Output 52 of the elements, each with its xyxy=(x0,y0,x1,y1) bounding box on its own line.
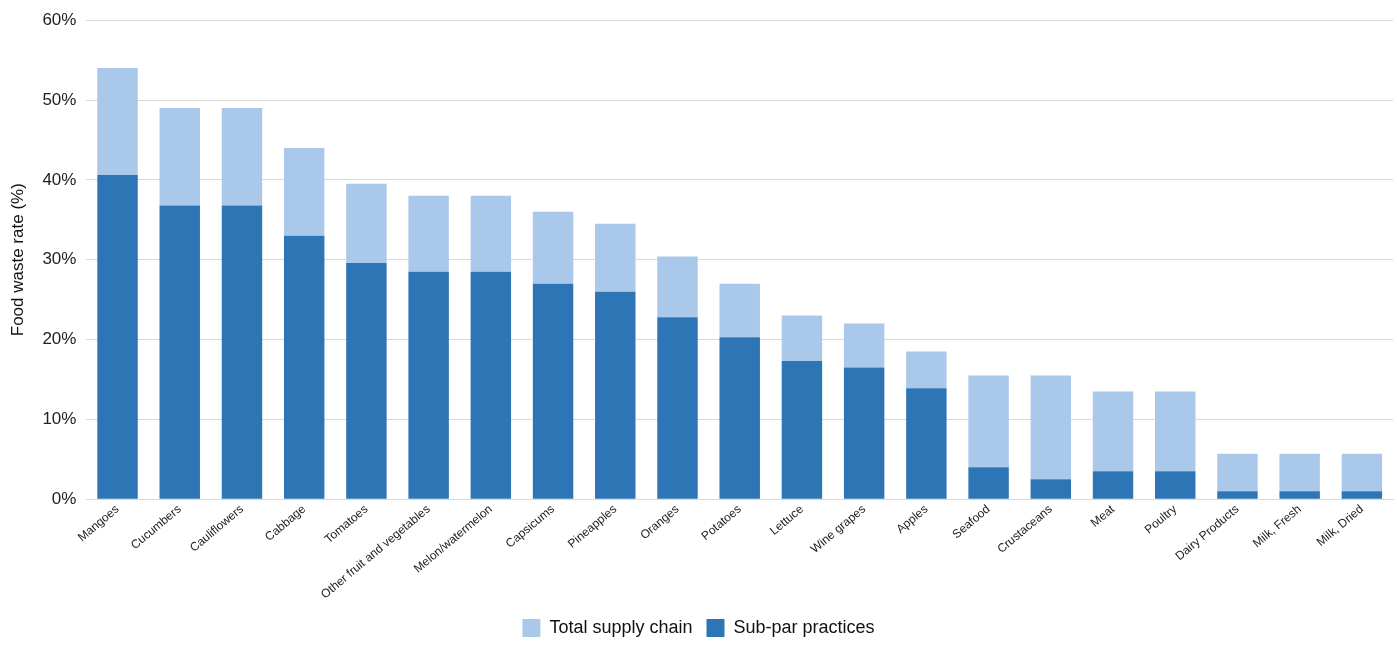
bar xyxy=(843,367,885,499)
bar xyxy=(1217,491,1258,499)
bar xyxy=(1030,479,1072,499)
bar xyxy=(906,388,947,499)
y-tick-label: 0% xyxy=(51,488,77,508)
bar xyxy=(1279,491,1320,499)
y-tick-label: 10% xyxy=(42,409,77,429)
bar xyxy=(1217,453,1258,492)
bar xyxy=(595,223,636,292)
bar xyxy=(470,271,512,499)
y-tick-label: 40% xyxy=(42,169,77,189)
bar xyxy=(159,108,200,206)
bar xyxy=(1341,491,1383,499)
bar xyxy=(283,235,325,499)
bar xyxy=(657,256,698,318)
bar xyxy=(1155,391,1196,472)
bar xyxy=(159,205,200,499)
y-axis-title: Food waste rate (%) xyxy=(7,183,27,337)
bar xyxy=(470,195,512,272)
bar xyxy=(781,361,823,499)
bar xyxy=(97,68,138,176)
bar xyxy=(1092,391,1134,472)
bar xyxy=(843,323,885,368)
bar xyxy=(408,195,449,272)
bar xyxy=(1279,453,1320,492)
bar xyxy=(408,271,449,499)
bar xyxy=(346,262,387,499)
bar xyxy=(719,283,760,338)
bar xyxy=(532,283,574,499)
bar xyxy=(1030,375,1072,480)
bar xyxy=(968,375,1009,468)
bar xyxy=(283,147,325,236)
bar xyxy=(532,211,574,284)
bar xyxy=(1092,471,1134,499)
bar xyxy=(781,315,823,362)
bar xyxy=(719,337,760,499)
bar xyxy=(221,108,263,206)
bar xyxy=(657,317,698,499)
bar xyxy=(221,205,263,499)
bar xyxy=(595,291,636,499)
bar xyxy=(968,467,1009,499)
legend-label: Total supply chain xyxy=(549,616,693,637)
y-tick-label: 60% xyxy=(42,9,77,29)
bar xyxy=(1155,471,1196,499)
bar xyxy=(1341,453,1383,492)
y-tick-label: 30% xyxy=(42,249,77,269)
bar xyxy=(346,183,387,263)
y-tick-label: 20% xyxy=(42,329,77,349)
bar xyxy=(906,351,947,389)
legend-label: Sub-par practices xyxy=(733,616,875,637)
bar xyxy=(97,175,138,499)
y-tick-label: 50% xyxy=(42,89,77,109)
